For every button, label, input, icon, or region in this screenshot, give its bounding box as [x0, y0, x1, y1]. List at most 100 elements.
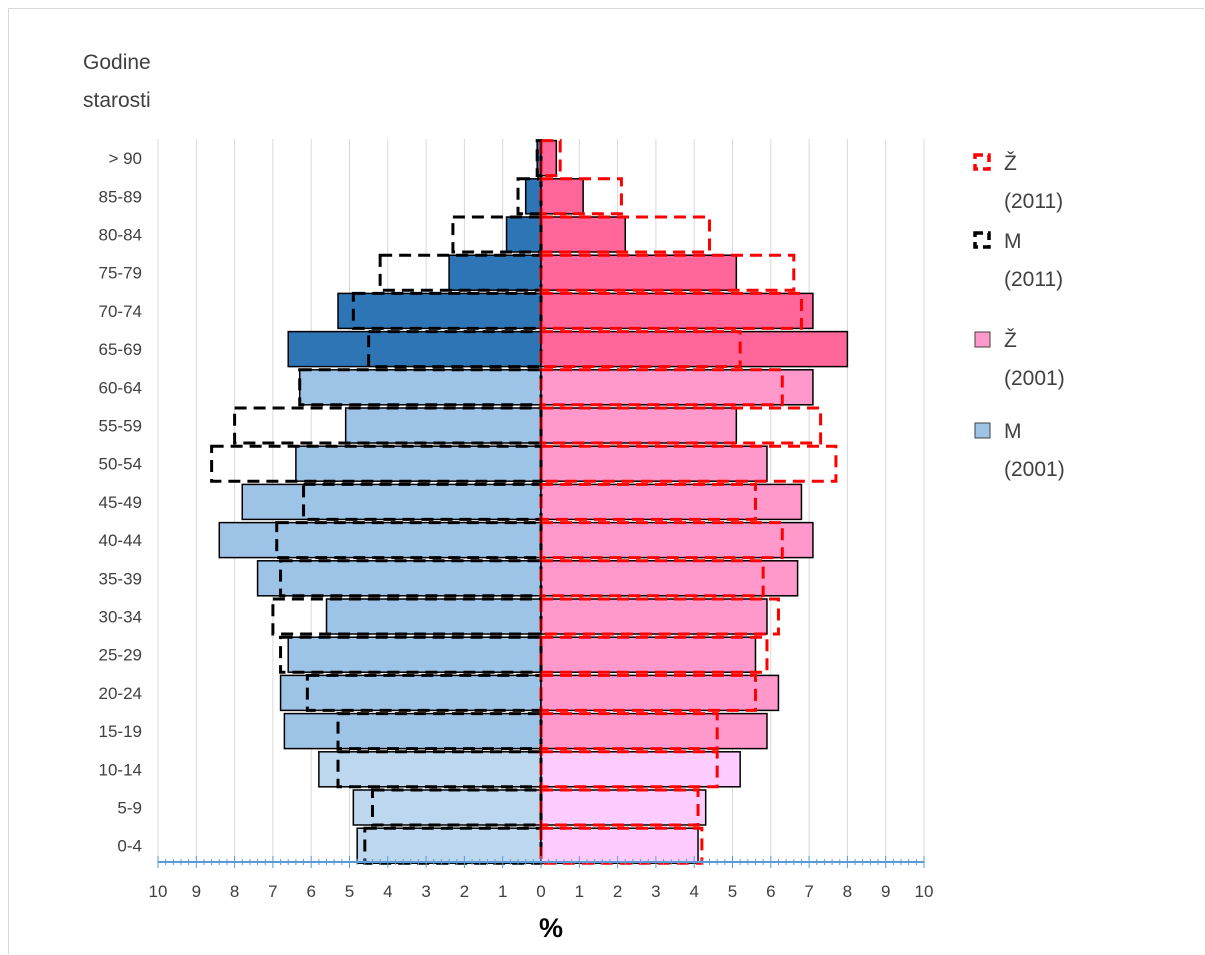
x-tick-label: 6 — [766, 882, 775, 901]
bar-f-2001 — [540, 139, 558, 177]
category-label: 25-29 — [99, 646, 142, 665]
x-tick-label: 2 — [613, 882, 622, 901]
x-tick-label: 8 — [843, 882, 852, 901]
bar-f-2001 — [540, 483, 803, 521]
y-axis-label-line2: starosti — [83, 89, 151, 112]
bar-f-2001 — [540, 712, 768, 750]
bar-f-2001 — [540, 789, 707, 826]
x-tick-label: 3 — [421, 882, 430, 901]
legend-swatch-dashed — [973, 231, 991, 249]
legend: Ž (2011) M (2011) Ž (2001) M (2001) — [973, 152, 1065, 481]
bar-f-2001 — [540, 521, 814, 559]
bar-m-2001 — [241, 483, 542, 521]
bar-f-2011 — [539, 139, 562, 178]
bar-f-2001 — [540, 178, 584, 215]
legend-item-f2001: Ž (2001) — [974, 329, 1065, 390]
category-label: 20-24 — [99, 684, 142, 703]
bar-f-2001 — [540, 254, 738, 291]
bar-f-2001 — [540, 445, 768, 482]
bar-f-2001 — [540, 560, 799, 597]
bar-m-2011 — [351, 291, 543, 330]
bar-m-2011 — [367, 330, 543, 369]
bar-m-2001 — [524, 178, 542, 215]
bar-f-2001 — [540, 216, 627, 253]
category-label: 65-69 — [99, 340, 142, 359]
legend-swatch-filled — [974, 331, 991, 348]
category-label: 35-39 — [99, 569, 142, 588]
bar-f-2011 — [539, 826, 704, 865]
bar-f-2011 — [539, 597, 780, 636]
legend-item-m2011: M (2011) — [973, 230, 1063, 291]
bar-m-2001 — [318, 751, 542, 788]
category-label: 30-34 — [99, 608, 142, 627]
legend-label-line1: Ž — [1004, 152, 1017, 175]
x-tick-label: 1 — [498, 882, 507, 901]
x-tick-label: 4 — [689, 882, 698, 901]
x-tick-label: 6 — [306, 882, 315, 901]
bar-m-2001 — [295, 445, 542, 482]
x-axis-label: % — [539, 913, 563, 943]
bar-f-2011 — [539, 330, 742, 369]
legend-label-line1: M — [1004, 230, 1022, 253]
bar-f-2001 — [540, 407, 738, 444]
x-axis — [157, 139, 925, 868]
x-tick-label: 8 — [230, 882, 239, 901]
x-tick-label: 5 — [345, 882, 354, 901]
bar-m-2001 — [298, 369, 542, 406]
category-label: 70-74 — [99, 302, 142, 321]
category-labels: 0-4 5-9 10-14 15-19 20-24 25-29 30-34 35-39 40-4… — [99, 149, 142, 856]
x-tick-label: 10 — [915, 882, 934, 901]
x-tick-label: 7 — [268, 882, 277, 901]
legend-swatch-filled — [974, 422, 991, 439]
category-label: 80-84 — [99, 226, 142, 245]
bar-m-2001 — [287, 636, 542, 673]
x-tick-label: 5 — [728, 882, 737, 901]
x-tick-labels: 10 9 8 7 6 5 4 3 2 1 0 1 2 3 4 5 6 7 8 9 10 — [149, 882, 934, 901]
legend-swatch-dashed — [973, 153, 991, 171]
x-tick-label: 4 — [383, 882, 392, 901]
chart-frame — [8, 8, 1204, 954]
category-label: 55-59 — [99, 417, 142, 436]
x-tick-label: 9 — [192, 882, 201, 901]
category-label: 5-9 — [117, 799, 142, 818]
bars — [218, 139, 849, 864]
bar-f-2001 — [540, 292, 814, 330]
bar-m-2001 — [344, 407, 542, 444]
legend-label-line2: (2011) — [1004, 190, 1063, 213]
bar-f-2001 — [540, 674, 780, 712]
bar-f-2001 — [540, 369, 814, 406]
bar-f-2001 — [540, 636, 757, 673]
bar-m-2001 — [283, 712, 542, 750]
bar-m-2011 — [370, 788, 543, 827]
bar-f-2001 — [540, 598, 768, 635]
bar-m-2001 — [218, 521, 542, 559]
legend-label-line1: M — [1004, 420, 1022, 443]
bar-m-2001 — [356, 827, 542, 864]
bar-f-2001 — [540, 827, 699, 864]
bar-m-2001 — [287, 330, 542, 368]
legend-item-f2011: Ž (2011) — [973, 152, 1063, 213]
legend-label-line2: (2001) — [1004, 367, 1065, 390]
bar-m-2001 — [325, 598, 542, 635]
x-tick-label: 2 — [460, 882, 469, 901]
category-label: 50-54 — [99, 455, 142, 474]
x-tick-label: 7 — [804, 882, 813, 901]
legend-label-line2: (2011) — [1004, 268, 1063, 291]
bar-m-2001 — [352, 789, 542, 826]
bar-f-2001 — [540, 751, 741, 788]
x-tick-label: 3 — [651, 882, 660, 901]
category-label: 45-49 — [99, 493, 142, 512]
bar-m-2001 — [505, 216, 542, 253]
y-axis-label-line1: Godine — [83, 51, 151, 74]
legend-label-line1: Ž — [1004, 329, 1017, 352]
bar-f-2001 — [540, 330, 849, 368]
legend-label-line2: (2001) — [1004, 458, 1065, 481]
category-label: 0-4 — [117, 837, 142, 856]
bar-m-2001 — [337, 292, 542, 330]
x-tick-label: 9 — [881, 882, 890, 901]
bar-f-2011 — [539, 444, 838, 483]
category-label: 40-44 — [99, 531, 142, 550]
category-label: 60-64 — [99, 378, 142, 397]
bar-m-2001 — [279, 674, 542, 712]
